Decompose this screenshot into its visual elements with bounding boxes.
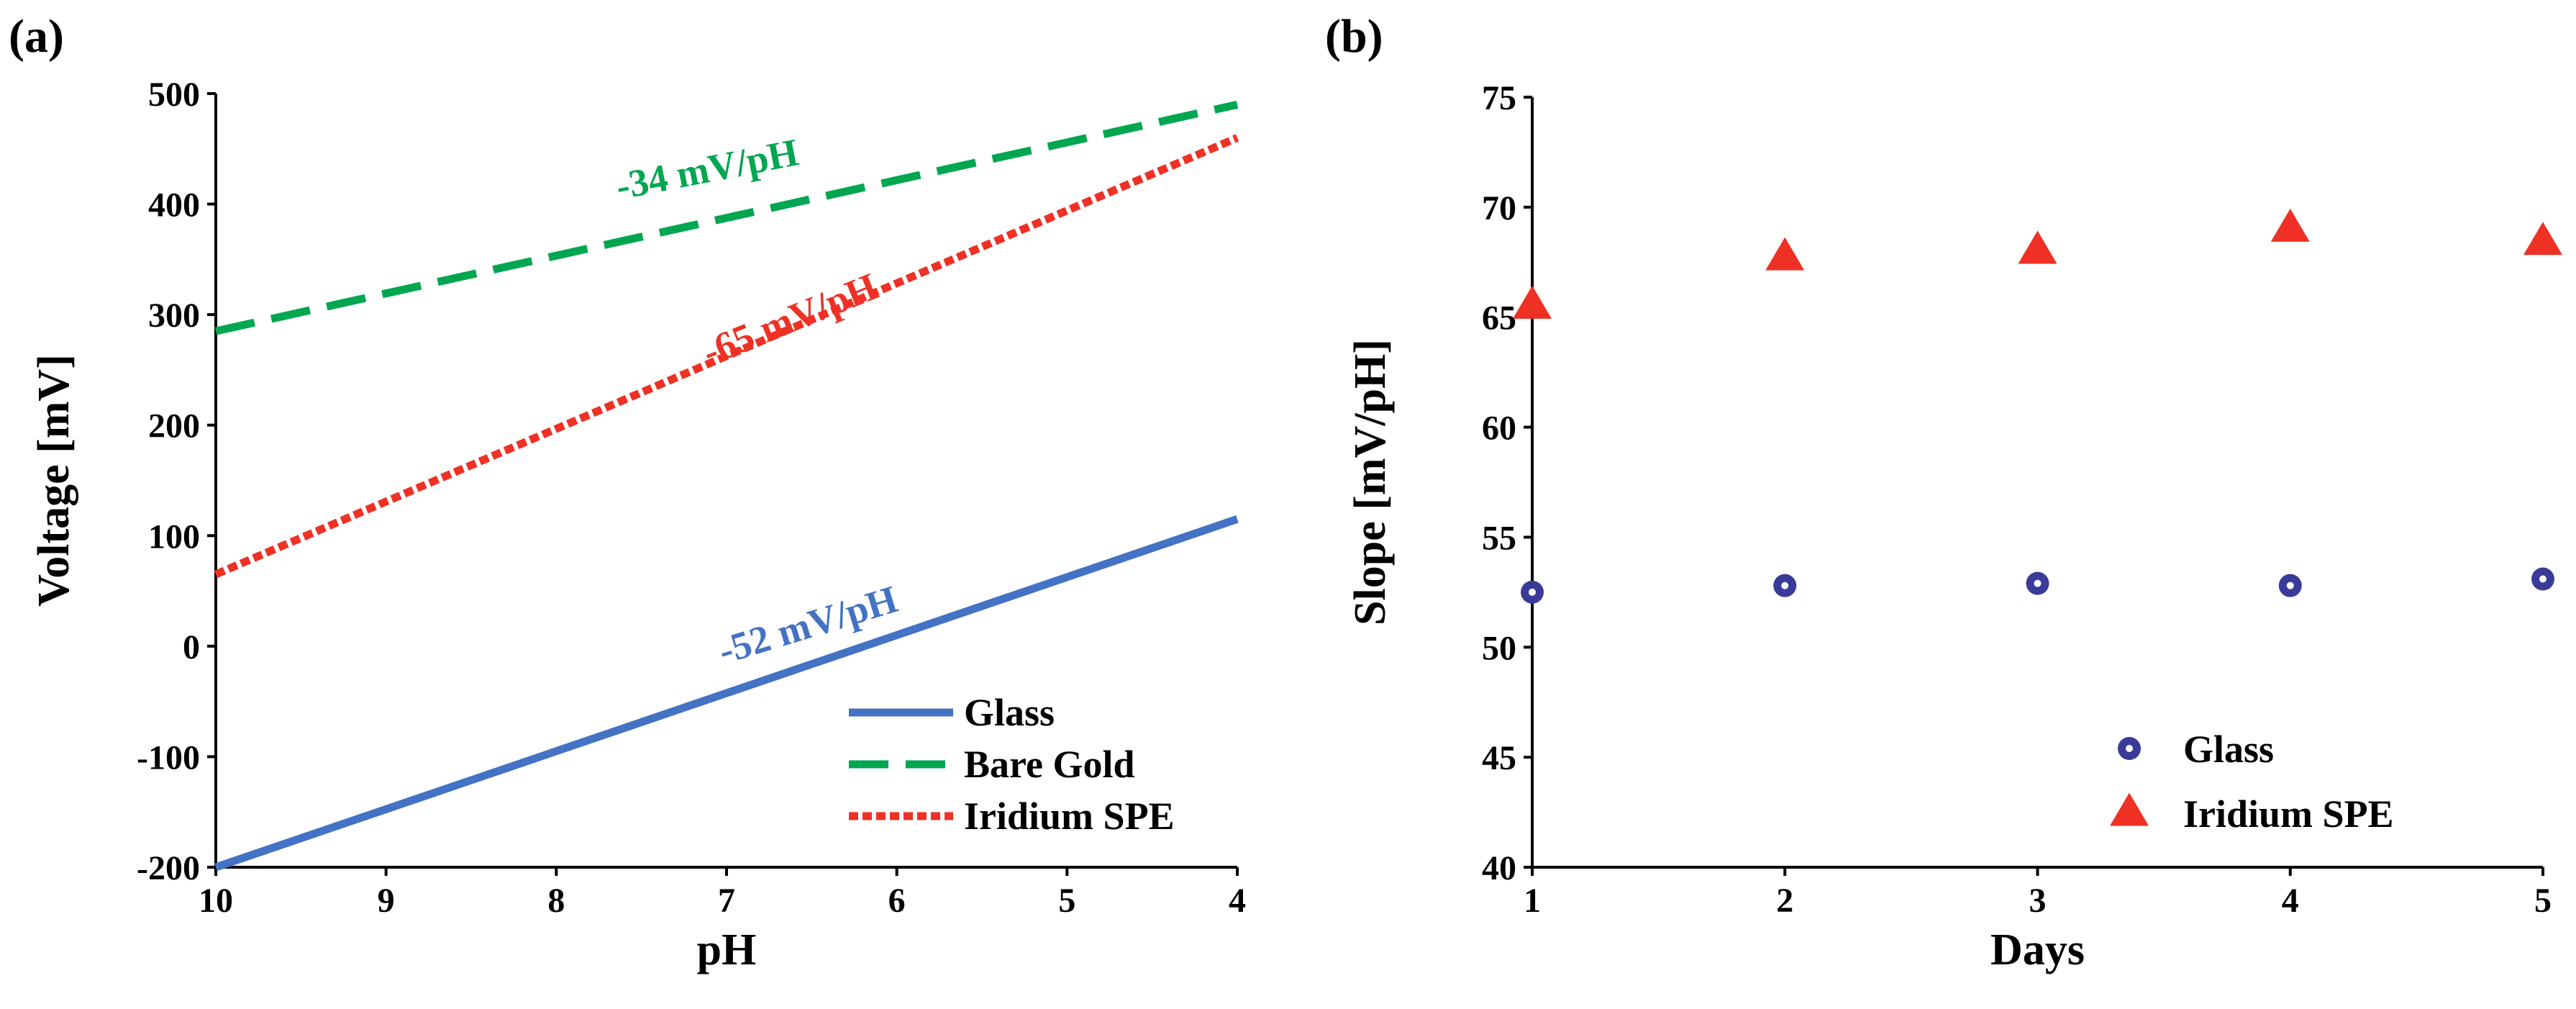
data-point-glass-day-3 <box>2026 571 2049 595</box>
panel-a-y-tick-label: 200 <box>148 407 200 445</box>
panel-a-label: (a) <box>9 10 64 63</box>
panel-b-label: (b) <box>1325 10 1383 63</box>
data-point-iridium-spe-day-3 <box>2018 230 2057 264</box>
legend-label-glass: Glass <box>964 691 1055 734</box>
chart-panel-a: -200 -100 0 100 200 300 400 500 10 9 8 7 6 5 4 pH Voltag… <box>29 76 1246 974</box>
panel-a-x-axis-title: pH <box>697 926 757 974</box>
panel-a-x-tick-label: 7 <box>718 882 735 920</box>
panel-a-x-tick-label: 10 <box>199 882 233 920</box>
panel-a-y-tick-label: 300 <box>148 297 200 335</box>
slope-annotation-34-mv-ph: -34 mV/pH <box>612 130 801 208</box>
panel-b-x-tick-label: 5 <box>2534 882 2552 920</box>
panel-b-y-axis-title: Slope [mV/pH] <box>1346 339 1395 625</box>
panel-a-x-tick-label: 9 <box>378 882 395 920</box>
data-point-iridium-spe-day-5 <box>2523 222 2562 255</box>
legend-marker-glass <box>2118 737 2141 760</box>
panel-a-y-tick-label: 0 <box>183 628 200 666</box>
legend-marker-iridium-spe <box>2110 792 2149 826</box>
panel-a-y-tick-label: -100 <box>137 738 200 777</box>
legend-marker-glass-center <box>2126 745 2133 752</box>
data-point-glass-day-2 <box>1773 574 1797 597</box>
legend-label-iridium-spe: Iridium SPE <box>964 795 1175 838</box>
data-point-glass-day-2-center <box>1781 582 1789 589</box>
data-point-glass-day-3-center <box>2034 579 2042 587</box>
panel-a-x-tick-label: 8 <box>547 882 565 920</box>
panel-a-y-tick-label: 500 <box>148 76 200 114</box>
data-point-iridium-spe-day-4 <box>2270 208 2310 242</box>
data-point-glass-day-1 <box>1521 580 1544 604</box>
panel-a-y-tick-label: 400 <box>148 186 200 225</box>
panel-a-y-tick-label: -200 <box>137 849 200 887</box>
panel-b-x-tick-label: 2 <box>1776 882 1793 920</box>
panel-b-x-tick-label: 4 <box>2282 882 2299 920</box>
series-line-glass <box>214 515 1239 872</box>
data-point-glass-day-1-center <box>1529 588 1536 596</box>
data-point-glass-day-5-center <box>2539 575 2547 583</box>
data-point-iridium-spe-day-2 <box>1765 237 1805 271</box>
panel-b-y-tick-label: 70 <box>1482 189 1516 227</box>
panel-a-x-tick-label: 5 <box>1058 882 1075 920</box>
slope-annotation-65-mv-ph: -65 mV/pH <box>696 265 883 374</box>
panel-b-y-tick-label: 75 <box>1482 79 1516 117</box>
legend-label-iridium-spe: Iridium SPE <box>2183 792 2394 836</box>
data-point-glass-day-4-center <box>2286 582 2294 589</box>
data-point-glass-day-5 <box>2531 567 2554 591</box>
panel-b-y-tick-label: 40 <box>1482 849 1516 887</box>
panel-b-x-tick-label: 3 <box>2029 882 2047 920</box>
panel-a-y-axis-title: Voltage [mV] <box>29 354 78 607</box>
panel-b-y-tick-label: 50 <box>1482 629 1516 667</box>
panel-b-x-tick-label: 1 <box>1524 882 1541 920</box>
series-line-bare-gold <box>214 100 1239 335</box>
panel-b-y-tick-label: 60 <box>1482 410 1516 448</box>
series-line-iridium-spe <box>214 134 1239 579</box>
data-point-glass-day-4 <box>2278 574 2302 597</box>
panel-b-y-tick-label: 55 <box>1482 519 1516 557</box>
panel-b-y-tick-label: 65 <box>1482 299 1516 338</box>
slope-annotation-52-mv-ph: -52 mV/pH <box>714 577 903 672</box>
panel-b-y-tick-label: 45 <box>1482 739 1516 777</box>
panel-a-x-tick-label: 6 <box>888 882 906 920</box>
panel-a-y-tick-label: 100 <box>148 517 200 556</box>
data-point-iridium-spe-day-1 <box>1513 285 1552 319</box>
legend-label-bare-gold: Bare Gold <box>964 743 1135 786</box>
panel-a-x-tick-label: 4 <box>1229 882 1246 920</box>
panel-b-x-axis-title: Days <box>1990 926 2085 974</box>
legend-label-glass: Glass <box>2183 728 2274 771</box>
